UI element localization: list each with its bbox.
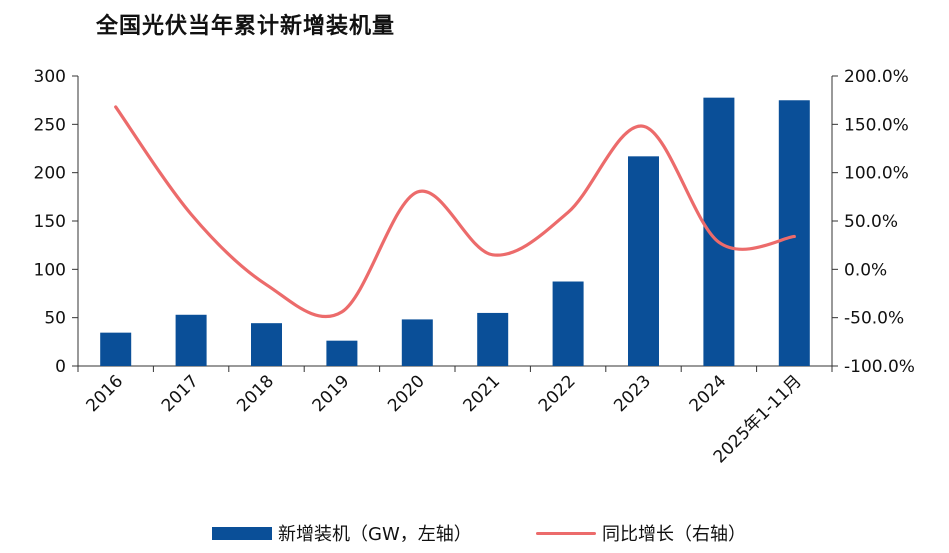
right-tick-label: -100.0% bbox=[844, 357, 915, 377]
left-tick-label: 200 bbox=[34, 164, 66, 184]
left-tick-label: 300 bbox=[34, 67, 66, 87]
right-tick-label: 200.0% bbox=[844, 67, 909, 87]
bar-2019 bbox=[326, 340, 358, 366]
right-tick-label: 50.0% bbox=[844, 212, 898, 232]
bar-series bbox=[100, 97, 810, 367]
bar-2023 bbox=[628, 156, 659, 366]
legend-bar-label: 新增装机（GW，左轴） bbox=[278, 524, 472, 545]
x-tick-label: 2022 bbox=[535, 371, 580, 416]
x-tick-label: 2019 bbox=[309, 371, 354, 416]
x-tick-label: 2020 bbox=[384, 371, 429, 416]
x-tick-label: 2024 bbox=[686, 371, 731, 416]
x-tick-label: 2016 bbox=[82, 371, 127, 416]
right-tick-label: 100.0% bbox=[844, 164, 909, 184]
chart-title: 全国光伏当年累计新增装机量 bbox=[96, 14, 396, 39]
x-tick-label: 2017 bbox=[158, 371, 203, 416]
legend-item-line: 同比增长（右轴） bbox=[536, 520, 746, 546]
line-series bbox=[114, 105, 796, 319]
right-tick-label: 0.0% bbox=[844, 260, 887, 280]
x-tick-label: 2018 bbox=[233, 371, 278, 416]
x-tick-label: 2023 bbox=[610, 371, 655, 416]
bar-2021 bbox=[477, 312, 509, 366]
legend-line-label: 同比增长（右轴） bbox=[602, 524, 746, 545]
left-tick-label: 0 bbox=[55, 357, 66, 377]
yoy-growth-line bbox=[114, 105, 796, 319]
legend-bar-swatch bbox=[212, 526, 272, 540]
left-tick-label: 100 bbox=[34, 260, 66, 280]
bar-2018 bbox=[251, 323, 282, 366]
right-tick-label: 150.0% bbox=[844, 115, 909, 135]
left-tick-label: 50 bbox=[44, 309, 66, 329]
right-tick-label: -50.0% bbox=[844, 309, 904, 329]
bar-2017 bbox=[175, 314, 207, 366]
legend-item-bar: 新增装机（GW，左轴） bbox=[212, 520, 472, 546]
x-tick-label: 2021 bbox=[460, 371, 505, 416]
legend: 新增装机（GW，左轴） 同比增长（右轴） bbox=[0, 520, 949, 550]
left-tick-label: 150 bbox=[34, 212, 66, 232]
bar-2025年1-11月 bbox=[778, 100, 810, 366]
bar-2020 bbox=[401, 319, 433, 366]
left-tick-label: 250 bbox=[34, 115, 66, 135]
legend-line-swatch bbox=[536, 531, 596, 535]
bar-2016 bbox=[100, 332, 132, 366]
bar-2022 bbox=[552, 281, 584, 366]
